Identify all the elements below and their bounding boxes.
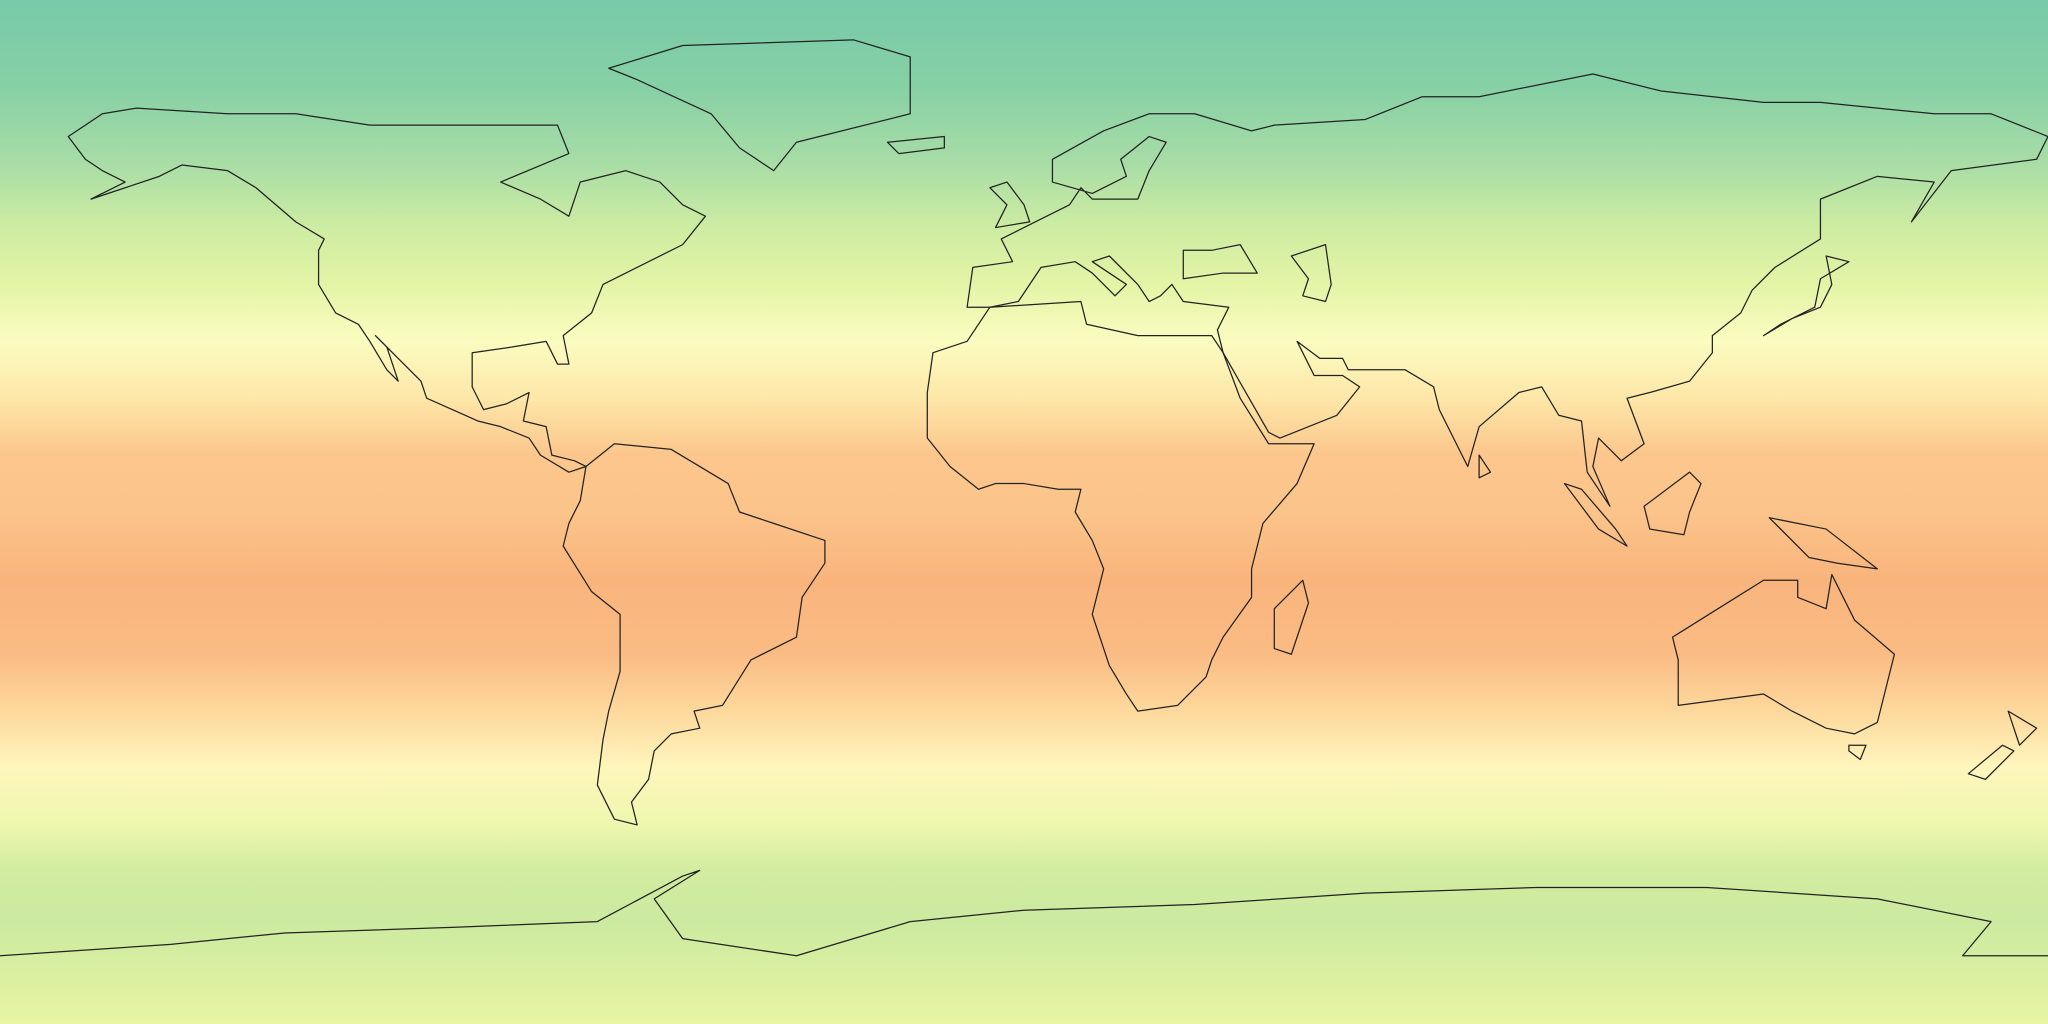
coastline-iceland [886,135,945,155]
coastline-caspian-sea [1290,243,1332,303]
coastline-new-guinea [1768,517,1878,570]
coastline-africa [926,300,1315,712]
coastline-tasmania [1848,744,1867,761]
coastline-south-america [562,443,826,826]
coastline-antarctica [0,869,2048,957]
coastline-sri-lanka [1478,454,1492,479]
coastline-new-zealand-north [2007,710,2038,746]
coastline-australia [1671,573,1896,735]
coastline-new-zealand-south [1967,744,2015,781]
coastline-eurasia [966,73,2048,507]
coastline-japan [1762,255,1850,337]
coastline-madagascar [1273,579,1310,655]
coastline-sumatra [1563,482,1628,547]
coastline-great-britain [989,181,1031,229]
coastline-black-sea [1182,243,1258,280]
coastline-greenland [608,39,911,172]
coastline-north-america [67,107,707,473]
coastline-borneo [1643,471,1702,536]
